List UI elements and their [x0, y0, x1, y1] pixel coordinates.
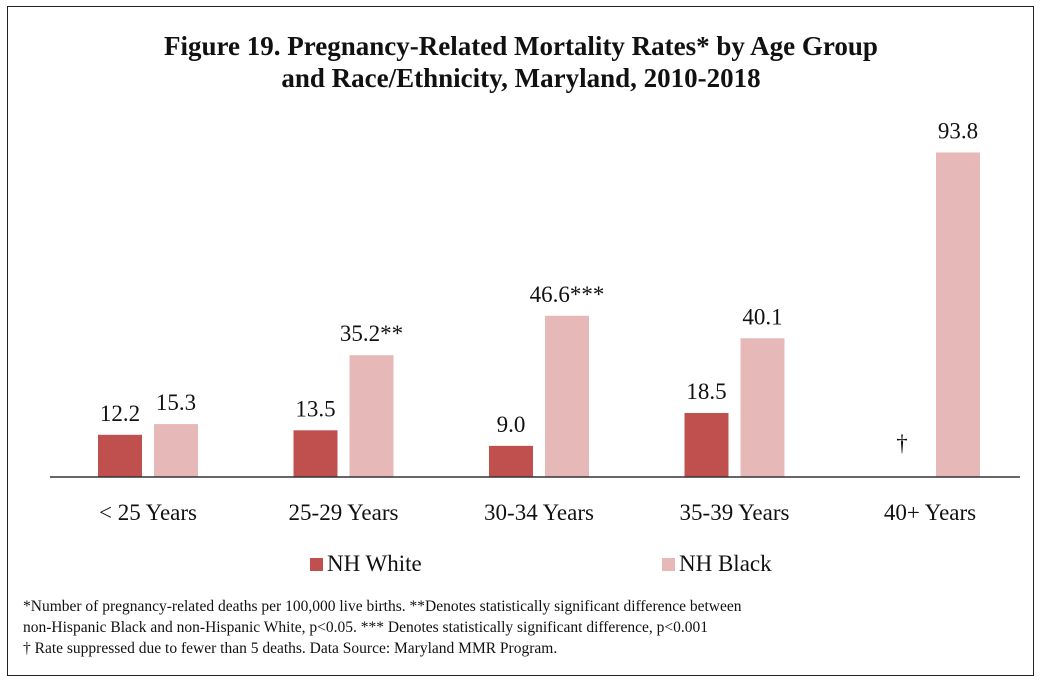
legend-label-nh-black: NH Black: [679, 551, 772, 576]
legend-label-nh-white: NH White: [327, 551, 422, 576]
data-label-nh-black-4: 93.8: [938, 118, 978, 143]
data-label-nh-white-1: 13.5: [295, 396, 335, 421]
figure-frame: [7, 6, 1034, 676]
legend-swatch-nh-white: [310, 558, 323, 571]
bar-nh-black-4: [936, 152, 980, 477]
bar-nh-black-2: [545, 315, 589, 477]
footnote-line-2: non-Hispanic Black and non-Hispanic Whit…: [23, 619, 708, 636]
x-tick-label-3: 35-39 Years: [680, 500, 790, 525]
data-label-nh-white-4: †: [896, 431, 908, 456]
chart-title-line-2: and Race/Ethnicity, Maryland, 2010-2018: [281, 63, 761, 93]
x-tick-label-2: 30-34 Years: [484, 500, 594, 525]
chart-title-line-1: Figure 19. Pregnancy-Related Mortality R…: [164, 31, 878, 61]
x-tick-label-4: 40+ Years: [884, 500, 976, 525]
data-label-nh-black-2: 46.6***: [530, 282, 605, 307]
data-label-nh-white-3: 18.5: [686, 379, 726, 404]
legend-swatch-nh-black: [662, 558, 675, 571]
x-tick-label-1: 25-29 Years: [289, 500, 399, 525]
footnote: *Number of pregnancy-related deaths per …: [23, 596, 1028, 659]
chart-title: Figure 19. Pregnancy-Related Mortality R…: [0, 30, 1042, 94]
data-label-nh-white-0: 12.2: [100, 401, 140, 426]
x-tick-label-0: < 25 Years: [99, 500, 197, 525]
bar-nh-white-3: [684, 412, 729, 477]
bar-nh-black-0: [154, 424, 198, 477]
bar-nh-white-0: [98, 434, 142, 477]
bar-nh-black-1: [349, 355, 394, 477]
footnote-line-1: *Number of pregnancy-related deaths per …: [23, 598, 742, 615]
data-label-nh-black-1: 35.2**: [340, 321, 403, 346]
data-label-nh-white-2: 9.0: [497, 412, 526, 437]
bar-nh-white-2: [489, 445, 533, 477]
bar-nh-white-1: [293, 430, 338, 477]
data-label-nh-black-3: 40.1: [742, 304, 782, 329]
data-label-nh-black-0: 15.3: [156, 390, 196, 415]
bar-nh-black-3: [740, 338, 785, 477]
footnote-line-3: † Rate suppressed due to fewer than 5 de…: [23, 640, 558, 657]
